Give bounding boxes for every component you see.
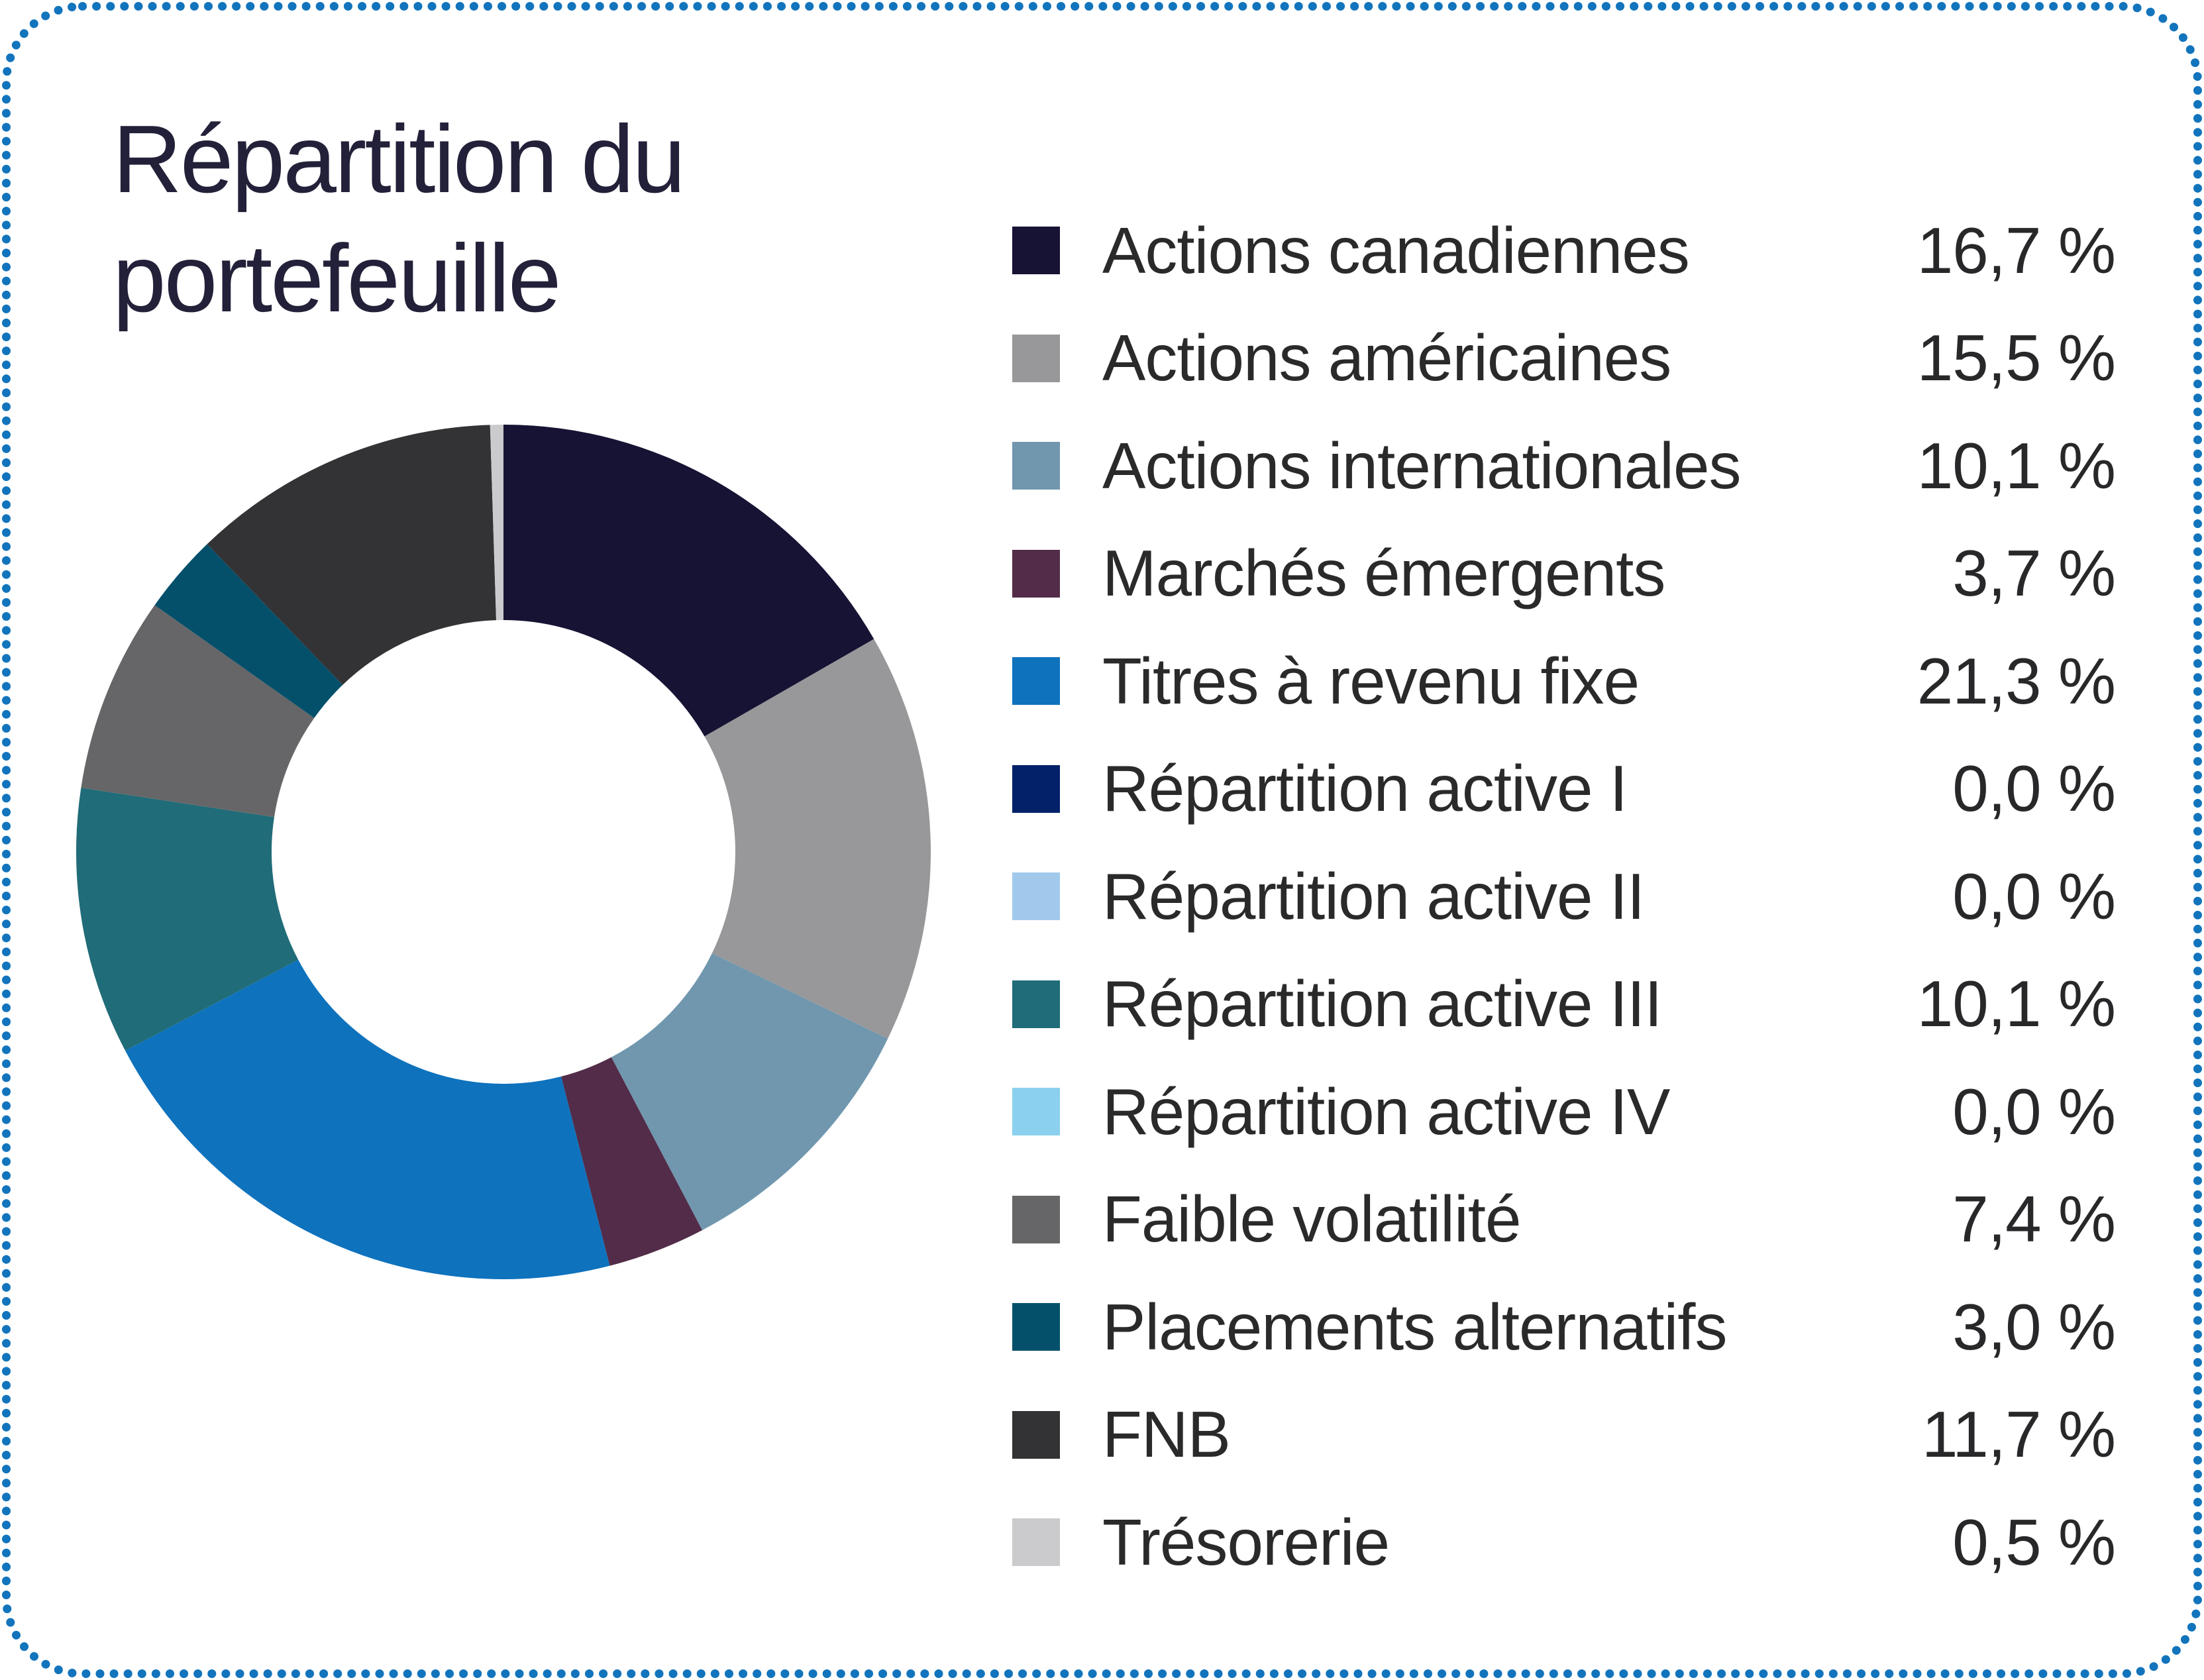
donut-slice-7 (76, 788, 299, 1051)
legend-value: 0,0 % (1952, 752, 2116, 825)
donut-slice-0 (503, 425, 874, 737)
legend-item: Actions canadiennes 16,7 % (1012, 197, 2116, 305)
legend-label: Marchés émergents (1102, 537, 1665, 610)
donut-slice-10 (154, 544, 343, 718)
donut-slice-2 (611, 953, 888, 1230)
legend-value: 10,1 % (1916, 429, 2116, 502)
legend-item: Marchés émergents 3,7 % (1012, 520, 2116, 628)
legend-item: Titres à revenu fixe 21,3 % (1012, 627, 2116, 735)
legend-label: Répartition active IV (1102, 1075, 1670, 1148)
donut-slice-3 (561, 1057, 703, 1266)
legend-value: 10,1 % (1916, 967, 2116, 1041)
donut-svg (76, 425, 931, 1279)
legend-swatch (1012, 1088, 1060, 1136)
chart-title: Répartition du portefeuille (113, 105, 686, 332)
legend-swatch (1012, 1195, 1060, 1243)
legend-value: 15,5 % (1916, 321, 2116, 395)
legend-value: 11,7 % (1922, 1398, 2116, 1471)
legend-item: Répartition active III 10,1 % (1012, 951, 2116, 1059)
legend-label: Faible volatilité (1102, 1182, 1522, 1256)
legend-label: Répartition active II (1102, 859, 1645, 933)
legend-value: 21,3 % (1916, 644, 2116, 717)
legend-value: 16,7 % (1916, 213, 2116, 287)
donut-chart (40, 388, 967, 1316)
legend-swatch (1012, 1518, 1060, 1567)
legend-item: Faible volatilité 7,4 % (1012, 1166, 2116, 1274)
legend-value: 0,0 % (1952, 1075, 2116, 1148)
legend-label: Répartition active I (1102, 752, 1628, 825)
donut-slice-11 (207, 425, 497, 685)
legend-item: Trésorerie 0,5 % (1012, 1489, 2116, 1597)
legend-swatch (1012, 227, 1060, 275)
legend-label: Trésorerie (1102, 1505, 1390, 1579)
legend-swatch (1012, 980, 1060, 1028)
donut-slice-12 (490, 425, 503, 621)
legend-value: 3,7 % (1952, 537, 2116, 610)
legend-swatch (1012, 872, 1060, 921)
legend-item: Répartition active II 0,0 % (1012, 843, 2116, 951)
legend-item: Répartition active I 0,0 % (1012, 735, 2116, 843)
legend-item: Placements alternatifs 3,0 % (1012, 1273, 2116, 1381)
legend-label: Actions canadiennes (1102, 213, 1690, 287)
donut-slice-9 (81, 605, 315, 817)
legend-value: 7,4 % (1952, 1182, 2116, 1256)
legend-swatch (1012, 1410, 1060, 1459)
legend-swatch (1012, 657, 1060, 706)
legend-value: 0,0 % (1952, 859, 2116, 933)
legend-value: 0,5 % (1952, 1505, 2116, 1579)
legend-swatch (1012, 334, 1060, 382)
legend-item: FNB 11,7 % (1012, 1381, 2116, 1489)
legend-label: Répartition active III (1102, 967, 1662, 1041)
legend-label: Titres à revenu fixe (1102, 644, 1640, 717)
legend-swatch (1012, 1303, 1060, 1351)
legend-value: 3,0 % (1952, 1290, 2116, 1363)
legend-swatch (1012, 442, 1060, 490)
legend-swatch (1012, 764, 1060, 813)
legend-label: FNB (1102, 1398, 1231, 1471)
legend: Actions canadiennes 16,7 % Actions améri… (1012, 197, 2116, 1597)
donut-slice-1 (704, 639, 931, 1039)
donut-slice-4 (125, 959, 610, 1279)
legend-item: Actions américaines 15,5 % (1012, 305, 2116, 413)
legend-item: Répartition active IV 0,0 % (1012, 1058, 2116, 1166)
legend-label: Actions internationales (1102, 429, 1741, 502)
legend-label: Actions américaines (1102, 321, 1671, 395)
legend-swatch (1012, 549, 1060, 598)
legend-item: Actions internationales 10,1 % (1012, 412, 2116, 520)
legend-label: Placements alternatifs (1102, 1290, 1728, 1363)
